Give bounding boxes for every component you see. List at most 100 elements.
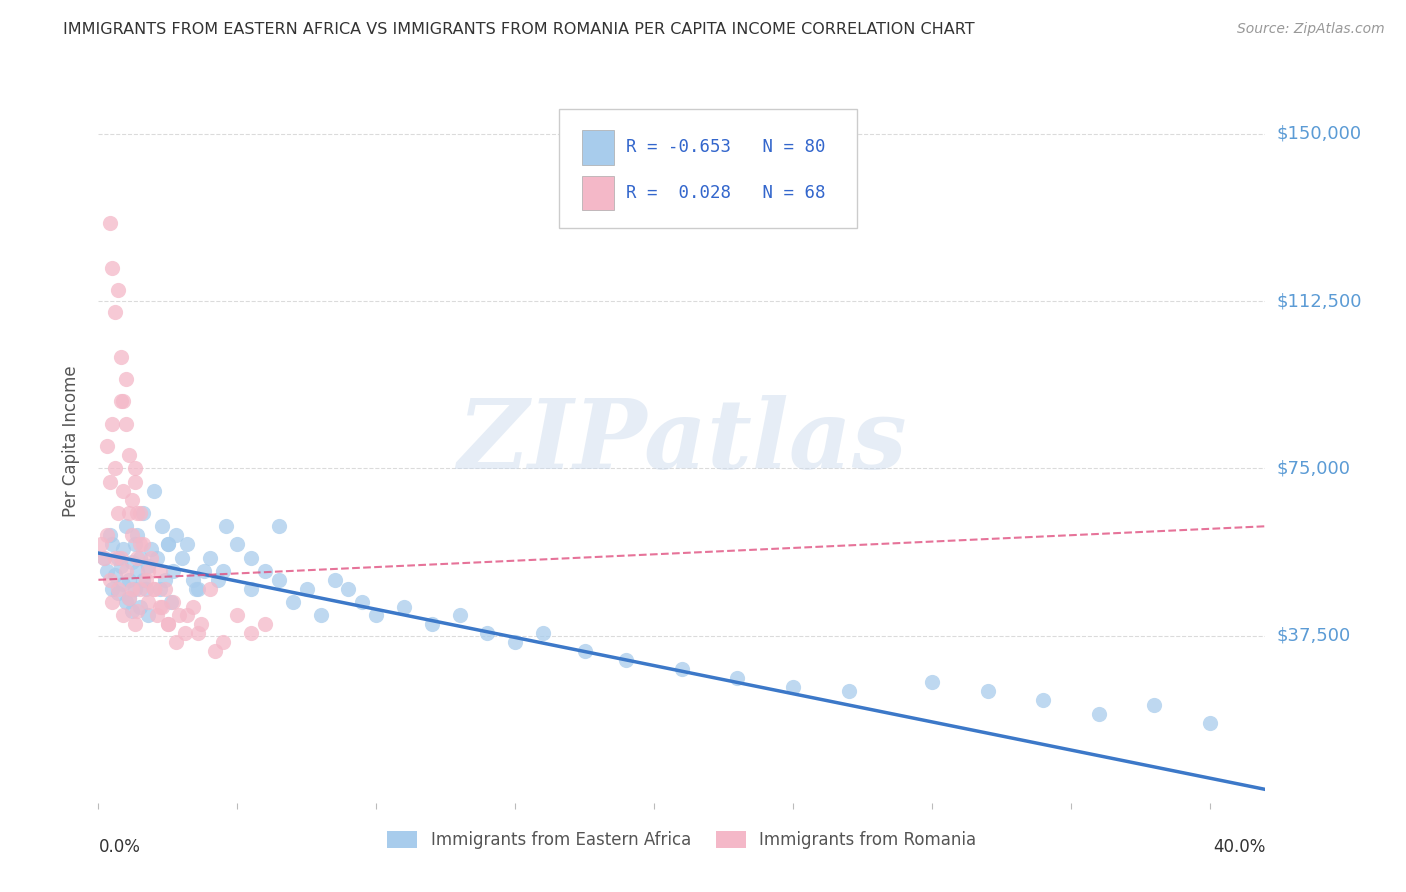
Point — [240, 582, 263, 596]
Point — [101, 260, 124, 275]
Text: ZIPatlas: ZIPatlas — [457, 394, 907, 489]
Point — [104, 568, 127, 582]
Point — [198, 550, 221, 565]
Point — [135, 573, 157, 587]
Point — [107, 586, 129, 600]
Point — [98, 528, 121, 542]
Point — [118, 591, 141, 605]
Point — [141, 541, 163, 556]
Point — [143, 582, 166, 596]
Point — [574, 644, 596, 658]
Point — [976, 684, 998, 698]
Point — [138, 559, 160, 574]
Point — [254, 617, 277, 632]
Point — [138, 564, 160, 578]
Text: Source: ZipAtlas.com: Source: ZipAtlas.com — [1237, 22, 1385, 37]
Point — [150, 519, 173, 533]
Point — [112, 608, 135, 623]
Point — [176, 537, 198, 551]
Point — [173, 626, 195, 640]
Point — [132, 537, 155, 551]
Point — [112, 394, 135, 409]
Point — [226, 537, 249, 551]
Point — [104, 550, 127, 565]
Point — [124, 475, 146, 489]
Point — [115, 519, 138, 533]
Point — [129, 537, 152, 551]
Point — [165, 635, 187, 649]
Point — [162, 564, 184, 578]
Point — [838, 684, 860, 698]
Point — [115, 417, 138, 431]
Text: $75,000: $75,000 — [1277, 459, 1351, 477]
Point — [614, 653, 637, 667]
Point — [98, 573, 121, 587]
Point — [352, 595, 374, 609]
Point — [181, 599, 204, 614]
Point — [184, 582, 207, 596]
Point — [112, 483, 135, 498]
Point — [90, 537, 112, 551]
Point — [132, 506, 155, 520]
Point — [93, 550, 115, 565]
Point — [107, 550, 129, 565]
Point — [96, 528, 118, 542]
Point — [110, 559, 132, 574]
Point — [98, 475, 121, 489]
Point — [1143, 698, 1166, 712]
Point — [187, 582, 209, 596]
Point — [127, 564, 149, 578]
Point — [121, 582, 143, 596]
Point — [212, 635, 235, 649]
Point — [115, 564, 138, 578]
Point — [143, 483, 166, 498]
Text: $150,000: $150,000 — [1277, 125, 1361, 143]
Point — [115, 595, 138, 609]
Point — [254, 564, 277, 578]
Point — [124, 582, 146, 596]
Point — [101, 417, 124, 431]
Point — [141, 550, 163, 565]
Point — [503, 635, 526, 649]
Point — [148, 564, 170, 578]
Text: $37,500: $37,500 — [1277, 626, 1351, 645]
Point — [156, 617, 179, 632]
Point — [1087, 706, 1109, 721]
Text: 40.0%: 40.0% — [1213, 838, 1265, 855]
Point — [240, 626, 263, 640]
Point — [148, 582, 170, 596]
Point — [267, 519, 290, 533]
Point — [121, 555, 143, 569]
Point — [98, 216, 121, 230]
Point — [782, 680, 804, 694]
Point — [193, 564, 215, 578]
Point — [156, 537, 179, 551]
Point — [132, 573, 155, 587]
Point — [138, 595, 160, 609]
Text: R =  0.028   N = 68: R = 0.028 N = 68 — [626, 184, 825, 202]
Point — [129, 599, 152, 614]
Point — [671, 662, 693, 676]
Point — [156, 537, 179, 551]
Legend: Immigrants from Eastern Africa, Immigrants from Romania: Immigrants from Eastern Africa, Immigran… — [381, 824, 983, 856]
Point — [176, 608, 198, 623]
FancyBboxPatch shape — [582, 176, 614, 211]
Point — [165, 528, 187, 542]
Point — [129, 506, 152, 520]
Text: R = -0.653   N = 80: R = -0.653 N = 80 — [626, 138, 825, 156]
Point — [124, 537, 146, 551]
Point — [226, 608, 249, 623]
Point — [1032, 693, 1054, 707]
Text: $112,500: $112,500 — [1277, 292, 1362, 310]
Point — [112, 541, 135, 556]
Point — [170, 550, 193, 565]
Point — [153, 582, 176, 596]
Point — [162, 595, 184, 609]
Point — [1198, 715, 1220, 730]
Point — [121, 492, 143, 507]
Point — [104, 305, 127, 319]
Point — [240, 550, 263, 565]
Point — [309, 608, 332, 623]
Point — [156, 617, 179, 632]
Point — [129, 550, 152, 565]
